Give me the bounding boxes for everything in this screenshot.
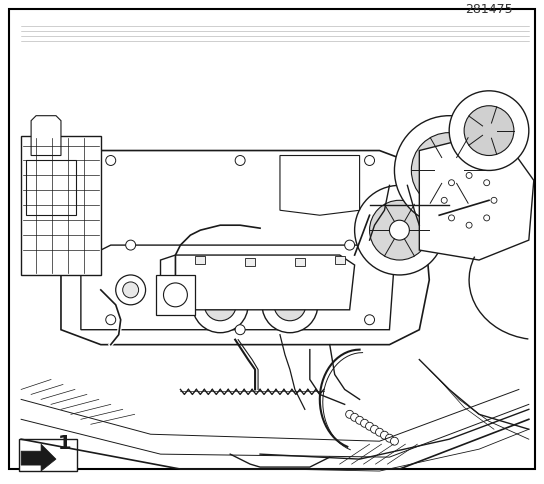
Circle shape — [434, 156, 464, 186]
Circle shape — [394, 117, 504, 226]
Circle shape — [262, 277, 318, 333]
Circle shape — [484, 215, 490, 222]
Polygon shape — [61, 151, 429, 345]
Circle shape — [380, 431, 388, 439]
Circle shape — [391, 438, 398, 445]
Polygon shape — [31, 117, 61, 156]
Bar — [335, 257, 345, 264]
Circle shape — [491, 198, 497, 204]
Circle shape — [390, 221, 410, 241]
Circle shape — [448, 215, 454, 222]
Circle shape — [274, 289, 306, 321]
Polygon shape — [160, 256, 355, 310]
Bar — [156, 275, 195, 315]
Circle shape — [484, 181, 490, 186]
Circle shape — [386, 434, 393, 442]
Circle shape — [464, 106, 514, 156]
Circle shape — [366, 423, 374, 430]
Circle shape — [235, 156, 245, 166]
Bar — [195, 257, 205, 264]
Circle shape — [351, 413, 358, 422]
Text: 1: 1 — [58, 433, 72, 452]
Circle shape — [106, 315, 116, 325]
Circle shape — [370, 425, 379, 433]
Bar — [21, 136, 101, 275]
Circle shape — [126, 241, 135, 251]
Polygon shape — [280, 156, 360, 216]
Circle shape — [364, 315, 374, 325]
Circle shape — [345, 410, 354, 419]
Circle shape — [369, 201, 429, 260]
Circle shape — [164, 283, 187, 307]
Circle shape — [375, 428, 384, 436]
Circle shape — [345, 241, 355, 251]
Circle shape — [235, 325, 245, 335]
Bar — [295, 258, 305, 267]
Polygon shape — [21, 444, 56, 471]
Polygon shape — [81, 245, 394, 330]
Circle shape — [355, 186, 444, 275]
Circle shape — [449, 91, 529, 171]
Circle shape — [116, 275, 146, 305]
Bar — [26, 161, 76, 216]
Polygon shape — [419, 141, 534, 260]
Circle shape — [361, 420, 368, 427]
Circle shape — [106, 156, 116, 166]
Circle shape — [193, 277, 248, 333]
Circle shape — [364, 156, 374, 166]
Bar — [245, 258, 255, 267]
Circle shape — [123, 282, 139, 298]
Circle shape — [466, 173, 472, 179]
Circle shape — [356, 416, 363, 424]
Circle shape — [411, 133, 487, 209]
Circle shape — [466, 223, 472, 229]
Circle shape — [448, 181, 454, 186]
Circle shape — [441, 198, 447, 204]
Circle shape — [205, 289, 236, 321]
Bar — [19, 439, 77, 471]
Text: 281475: 281475 — [465, 3, 513, 16]
